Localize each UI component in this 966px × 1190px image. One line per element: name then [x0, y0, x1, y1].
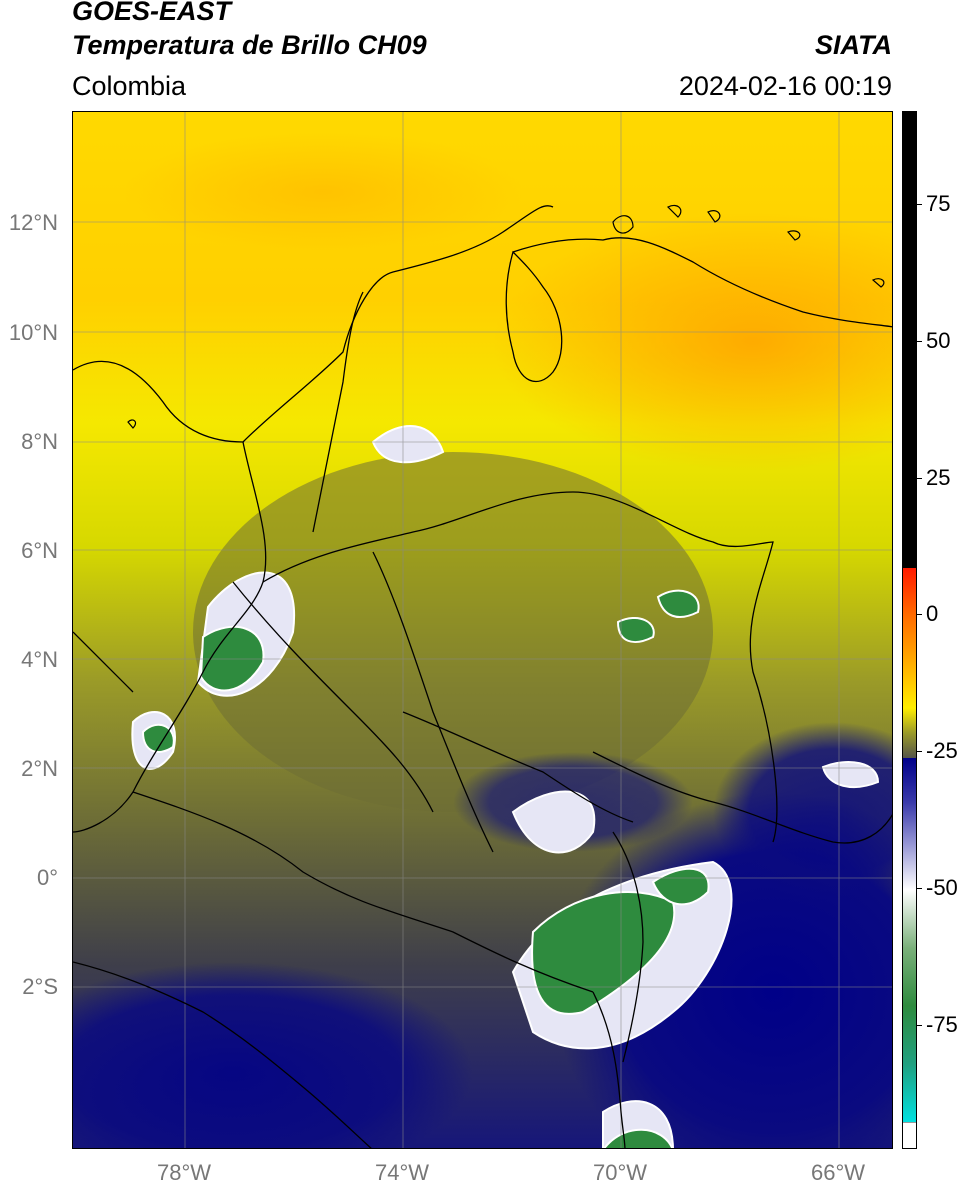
colorbar-segment-olive	[903, 708, 916, 758]
header-region: Colombia	[72, 71, 187, 101]
colorbar-tick	[917, 478, 922, 479]
colorbar-label: 50	[926, 328, 951, 353]
satellite-map	[72, 111, 893, 1149]
colorbar-label: 25	[926, 465, 951, 490]
header-organization: SIATA	[815, 30, 892, 60]
lat-label: 2°N	[21, 756, 58, 781]
colorbar-tick	[917, 204, 922, 205]
lon-label: 74°W	[374, 1160, 430, 1185]
lon-label: 70°W	[592, 1160, 648, 1185]
lat-label: 2°S	[22, 974, 58, 999]
colorbar-label: -75	[926, 1012, 958, 1037]
interior-gray-region	[193, 452, 713, 812]
colorbar-tick	[917, 614, 922, 615]
colorbar-tick	[917, 751, 922, 752]
lat-label: 10°N	[8, 320, 58, 345]
map-canvas	[73, 112, 892, 1148]
colorbar-segment-cold	[903, 758, 916, 890]
graticule	[73, 112, 892, 1148]
lon-label: 78°W	[156, 1160, 212, 1185]
colorbar	[902, 111, 917, 1149]
colorbar-segment-green	[903, 890, 916, 1122]
colorbar-segment-warm	[903, 568, 916, 708]
colorbar-label: 75	[926, 191, 951, 216]
lat-label: 6°N	[21, 538, 58, 563]
colorbar-segment-black	[903, 112, 916, 568]
lat-label: 4°N	[21, 647, 58, 672]
warm-region-north	[123, 132, 523, 252]
lat-label: 0°	[36, 865, 58, 890]
coastlines-and-borders	[73, 205, 892, 1148]
cloud-southwest	[73, 962, 473, 1148]
colorbar-label: -25	[926, 738, 958, 763]
colorbar-label: 0	[926, 601, 939, 626]
colorbar-label: -50	[926, 875, 958, 900]
header-timestamp: 2024-02-16 00:19	[678, 71, 892, 101]
colorbar-tick	[917, 341, 922, 342]
warm-region	[493, 212, 892, 472]
colorbar-tick	[917, 888, 922, 889]
islands	[127, 204, 885, 429]
lat-label: 8°N	[21, 429, 58, 454]
lat-label: 12°N	[8, 210, 58, 235]
header-product: Temperatura de Brillo CH09	[72, 30, 427, 60]
lon-label: 66°W	[810, 1160, 866, 1185]
colorbar-tick	[917, 1025, 922, 1026]
colorbar-segment-white	[903, 1122, 916, 1148]
header-satellite: GOES-EAST	[72, 0, 232, 26]
